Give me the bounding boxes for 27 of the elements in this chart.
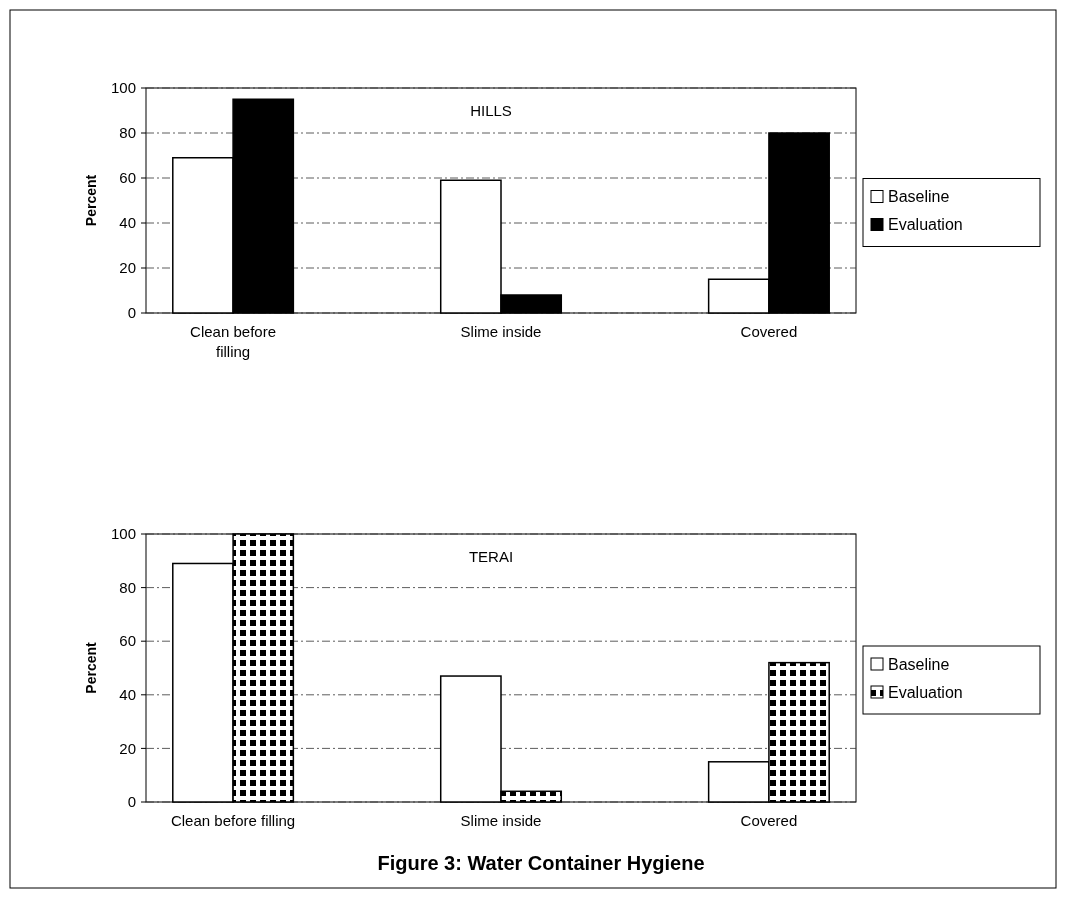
y-tick-label: 20	[119, 259, 136, 277]
y-tick-label: 40	[119, 686, 136, 704]
y-tick-label: 100	[110, 79, 136, 97]
x-tick-label: Covered	[740, 812, 798, 829]
y-tick-label: 80	[119, 124, 136, 142]
legend-label: Baseline	[888, 188, 950, 206]
legend-label: Evaluation	[888, 683, 963, 701]
y-tick-label: 100	[110, 525, 136, 543]
y-tick-label: 20	[119, 739, 136, 757]
text: HILLS	[470, 102, 512, 119]
legend-label: Evaluation	[888, 216, 963, 234]
y-tick-label: 60	[119, 632, 136, 650]
x-tick-label: Slime inside	[460, 812, 542, 829]
text: TERAI	[468, 548, 514, 565]
y-tick-label: 80	[119, 578, 136, 596]
caption: Figure 3: Water Container Hygiene	[377, 852, 705, 874]
y-tick-label: 60	[119, 169, 136, 187]
legend-label: Baseline	[888, 655, 950, 673]
y-tick-label: 0	[127, 793, 136, 811]
y-axis-title: Percent	[83, 174, 99, 227]
x-tick-label: Clean before filling	[190, 323, 277, 360]
x-tick-label: Clean before filling	[170, 812, 296, 829]
y-axis-title: Percent	[83, 641, 99, 694]
y-tick-label: 40	[119, 214, 136, 232]
y-tick-label: 0	[127, 304, 136, 322]
x-tick-label: Covered	[740, 323, 798, 340]
x-tick-label: Slime inside	[460, 323, 542, 340]
